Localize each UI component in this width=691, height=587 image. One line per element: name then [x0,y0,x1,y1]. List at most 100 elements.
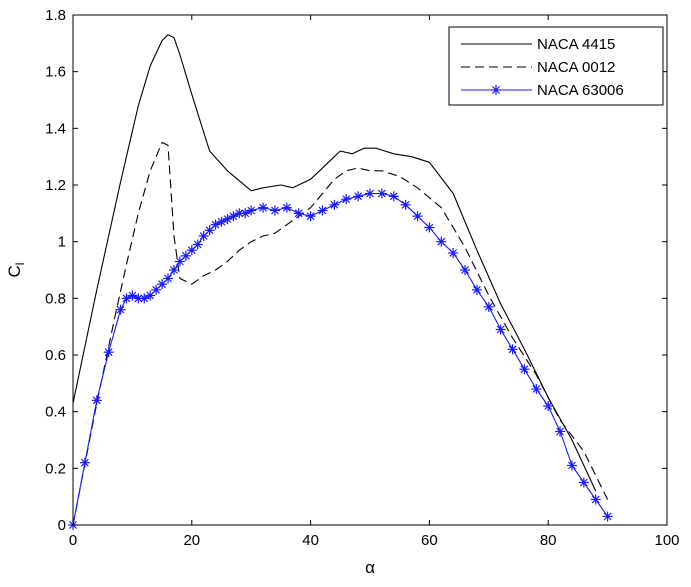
x-tick-label: 0 [69,532,77,549]
asterisk-stroke [496,325,505,334]
y-axis-label-subscript: l [13,263,27,266]
x-tick-label: 20 [183,532,200,549]
asterisk-stroke [377,189,386,198]
asterisk-stroke [92,396,101,405]
legend-label: NACA 63006 [537,82,624,99]
data-point [400,199,411,210]
asterisk-stroke [306,212,315,221]
asterisk-stroke [591,495,600,504]
data-point [590,494,601,505]
y-tick-label: 1.8 [45,7,66,24]
data-point [293,208,304,219]
data-point [376,188,387,199]
data-point [281,202,292,213]
data-point [91,395,102,406]
data-point [305,211,316,222]
x-tick-label: 100 [654,532,679,549]
asterisk-stroke [235,209,244,218]
asterisk-stroke [354,192,363,201]
series-line [72,192,609,526]
asterisk-stroke [271,206,279,215]
data-point [127,290,138,301]
data-point [602,511,613,522]
data-point [192,239,203,250]
data-point [483,301,494,312]
legend-marker [491,85,501,95]
asterisk-stroke [170,266,178,274]
asterisk-stroke [520,365,529,374]
series-line [72,141,609,526]
asterisk-stroke [472,285,481,294]
y-tick-label: 0.6 [45,347,66,364]
asterisk-stroke [193,240,202,249]
data-point [543,401,554,411]
asterisk-stroke [282,203,291,212]
x-tick-label: 80 [540,532,557,549]
asterisk-stroke [294,209,303,218]
y-tick-label: 1.4 [45,120,66,137]
asterisk-stroke [484,302,493,311]
data-point [269,205,280,216]
data-point [79,457,90,468]
data-point [471,284,482,295]
asterisk-stroke [318,206,327,215]
asterisk-stroke [413,212,422,221]
series-3 [68,188,613,530]
data-point [555,426,566,437]
asterisk-stroke [544,402,553,410]
asterisk-stroke [330,200,339,209]
data-point [424,222,435,233]
data-point [578,477,589,488]
series-2 [72,141,609,526]
ticks-layer [72,14,668,526]
asterisk-stroke [80,458,89,467]
x-axis-label: α [365,558,375,577]
series-line [72,34,597,492]
data-point [460,265,471,275]
y-axis-label: Cl [5,263,27,278]
legend-box [448,26,664,106]
data-point [448,248,459,258]
series-1 [72,34,597,492]
asterisk-stroke [259,203,268,212]
asterisk-stroke [425,223,434,232]
asterisk-stroke [389,192,398,201]
data-point [329,199,340,210]
asterisk-stroke [366,189,374,198]
asterisk-stroke [556,427,565,436]
y-tick-label: 0.2 [45,460,66,477]
x-tick-label: 40 [302,532,319,549]
asterisk-stroke [508,345,517,354]
data-point [412,211,423,222]
data-point [168,265,179,275]
asterisk-stroke [579,478,588,487]
data-point [341,194,352,205]
data-point [566,460,577,471]
data-point [365,188,375,199]
y-tick-label: 0.4 [45,404,66,421]
data-point [103,347,114,358]
asterisk-stroke [104,348,113,357]
data-point [240,208,251,219]
data-point [388,191,399,202]
y-tick-label: 1 [58,234,66,251]
data-point [246,205,257,216]
legend: NACA 4415 NACA 0012 NACA 63006 [448,26,664,106]
asterisk-stroke [437,237,446,246]
data-point [163,273,174,284]
asterisk-stroke [342,195,351,204]
asterisk-stroke [603,512,612,521]
data-point [353,191,364,202]
data-point [258,202,269,213]
asterisk-stroke [532,385,541,393]
asterisk-stroke [461,266,469,274]
data-point [157,279,168,290]
y-tick-label: 0.8 [45,290,66,307]
asterisk-stroke [134,294,143,303]
data-point [531,384,542,394]
y-tick-label: 0 [58,517,66,534]
plot-frame [72,14,668,526]
asterisk-stroke [449,249,458,257]
series-layer [68,34,613,530]
y-tick-label: 1.6 [45,64,66,81]
